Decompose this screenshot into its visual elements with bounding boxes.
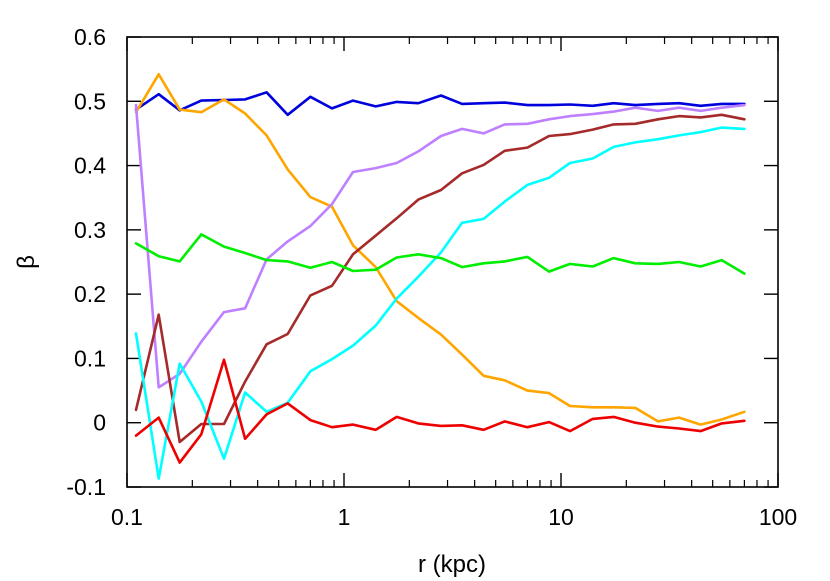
y-tick-label: -0.1 [66,474,106,500]
y-tick-label: 0.5 [74,88,106,114]
series-line-6 [134,233,746,275]
x-tick-label: 10 [548,504,574,530]
series-line-1 [134,91,746,117]
y-tick-label: 0.2 [74,281,106,307]
series-line-7 [134,358,746,464]
tick-labels: 0.1 1 10 100 -0.1 0 0.1 0.2 0.3 0.4 0.5 0.6 [66,24,797,530]
x-axis-label: r (kpc) [418,551,486,578]
series-line-3 [134,103,746,389]
y-tick-label: 0.3 [74,217,106,243]
plot-frame [126,36,779,488]
series-lines [134,73,746,480]
y-tick-label: 0.4 [74,153,106,179]
x-tick-label: 0.1 [111,504,143,530]
y-tick-label: 0.6 [74,24,106,50]
y-axis-label: β [13,255,40,269]
y-tick-label: 0.1 [74,345,106,371]
series-line-2 [134,73,746,426]
series-line-4 [134,113,746,444]
x-tick-label: 100 [759,504,797,530]
y-tick-label: 0 [93,410,106,436]
x-tick-label: 1 [338,504,351,530]
